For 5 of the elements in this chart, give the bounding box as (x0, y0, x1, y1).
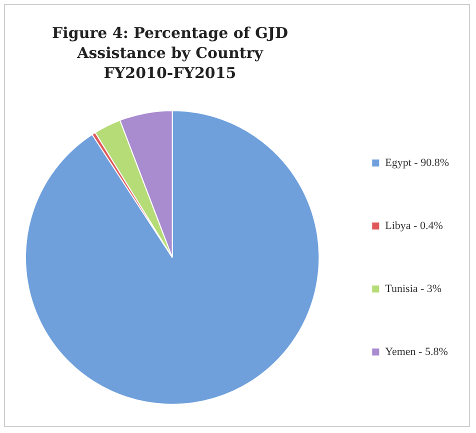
legend-label: Tunisia - 3% (385, 282, 442, 295)
legend-label: Egypt - 90.8% (385, 156, 450, 169)
chart-title: Figure 4: Percentage of GJD Assistance by Country FY2010-FY2015 (50, 23, 289, 83)
legend-label: Yemen - 5.8% (385, 346, 448, 358)
legend-label: Libya - 0.4% (385, 220, 443, 232)
